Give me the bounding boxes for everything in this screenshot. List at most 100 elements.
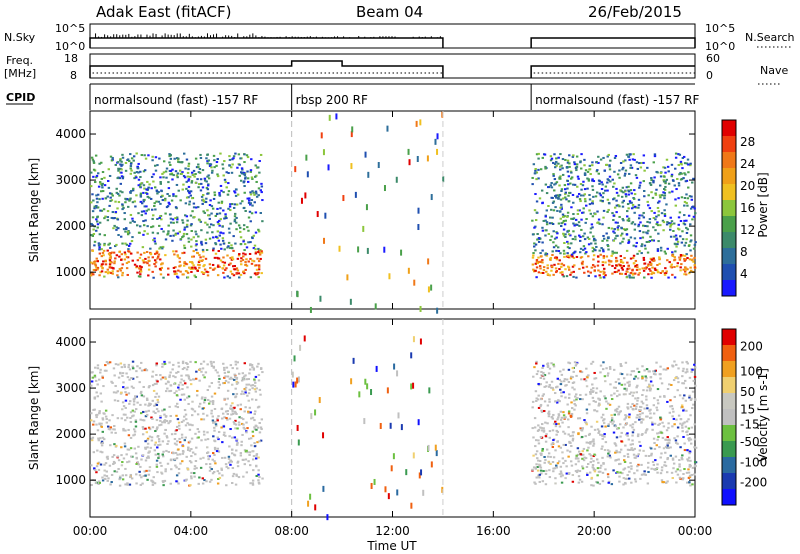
echo-cell	[191, 197, 194, 200]
echo-cell	[260, 250, 263, 253]
echo-cell	[680, 241, 684, 244]
echo-cell	[206, 162, 209, 165]
echo-cell	[228, 377, 232, 380]
echo-cell	[297, 376, 300, 383]
echo-cell	[687, 244, 691, 247]
echo-cell	[157, 255, 160, 258]
echo-cell	[173, 273, 177, 276]
echo-cell	[196, 178, 199, 181]
echo-cell	[648, 207, 652, 210]
echo-cell	[220, 468, 223, 471]
echo-cell	[559, 198, 563, 201]
echo-cell	[542, 269, 546, 272]
echo-cell	[94, 264, 98, 267]
echo-cell	[643, 189, 646, 192]
echo-cell	[157, 190, 160, 193]
echo-cell	[159, 273, 163, 276]
echo-cell	[145, 397, 149, 400]
echo-cell	[534, 168, 537, 171]
echo-cell	[226, 389, 230, 392]
echo-cell	[225, 186, 228, 189]
echo-cell	[570, 171, 573, 174]
echo-cell	[561, 421, 564, 424]
echo-cell	[563, 432, 567, 435]
echo-cell	[138, 381, 141, 384]
echo-cell	[153, 404, 156, 407]
echo-cell	[184, 413, 188, 416]
echo-cell	[164, 199, 167, 202]
echo-cell	[687, 456, 691, 459]
echo-cell	[572, 230, 575, 233]
echo-cell	[97, 482, 100, 485]
echo-cell	[350, 163, 353, 170]
echo-cell	[253, 378, 256, 381]
echo-cell	[162, 455, 165, 458]
echo-cell	[538, 197, 542, 200]
echo-cell	[690, 370, 693, 373]
echo-cell	[541, 366, 544, 369]
echo-cell	[154, 402, 158, 405]
echo-cell	[564, 477, 567, 480]
echo-cell	[535, 373, 539, 376]
echo-cell	[151, 225, 155, 228]
echo-cell	[676, 177, 679, 180]
echo-cell	[235, 203, 239, 206]
echo-cell	[212, 435, 215, 438]
echo-cell	[296, 377, 299, 384]
echo-cell	[575, 456, 578, 459]
echo-cell	[564, 443, 567, 446]
echo-cell	[198, 266, 201, 269]
echo-cell	[673, 395, 676, 398]
echo-cell	[161, 245, 165, 248]
echo-cell	[249, 368, 252, 371]
echo-cell	[153, 240, 157, 243]
echo-cell	[632, 453, 636, 456]
echo-cell	[147, 268, 151, 271]
echo-cell	[231, 383, 234, 386]
echo-cell	[179, 462, 182, 465]
echo-cell	[196, 428, 199, 431]
echo-cell	[139, 483, 143, 486]
echo-cell	[615, 199, 618, 202]
echo-cell	[556, 430, 560, 433]
echo-cell	[660, 452, 663, 455]
echo-cell	[124, 429, 127, 432]
echo-cell	[642, 180, 645, 183]
echo-cell	[544, 215, 547, 218]
echo-cell	[665, 471, 669, 474]
echo-cell	[187, 240, 191, 243]
echo-cell	[234, 363, 238, 366]
echo-cell	[144, 447, 147, 450]
echo-cell	[666, 442, 669, 445]
echo-cell	[181, 452, 185, 455]
echo-cell	[643, 169, 646, 172]
echo-cell	[659, 271, 663, 274]
echo-cell	[604, 274, 607, 277]
echo-cell	[548, 383, 551, 386]
echo-cell	[644, 454, 648, 457]
echo-cell	[93, 205, 96, 208]
echo-cell	[534, 262, 537, 265]
echo-cell	[676, 243, 679, 246]
echo-cell	[144, 459, 148, 462]
echo-cell	[651, 384, 654, 387]
echo-cell	[174, 232, 178, 235]
echo-cell	[419, 305, 422, 312]
colorbar-tick-label: 15	[740, 402, 755, 416]
echo-cell	[687, 468, 690, 471]
echo-cell	[575, 471, 579, 474]
echo-cell	[147, 274, 150, 277]
echo-cell	[92, 168, 96, 171]
echo-cell	[203, 433, 206, 436]
echo-cell	[217, 264, 220, 267]
echo-cell	[564, 396, 567, 399]
echo-cell	[572, 256, 576, 259]
echo-cell	[172, 250, 175, 253]
echo-cell	[181, 387, 184, 390]
echo-cell	[580, 153, 583, 156]
echo-cell	[630, 465, 633, 468]
echo-cell	[551, 250, 554, 253]
echo-cell	[134, 420, 138, 423]
echo-cell	[396, 370, 399, 377]
